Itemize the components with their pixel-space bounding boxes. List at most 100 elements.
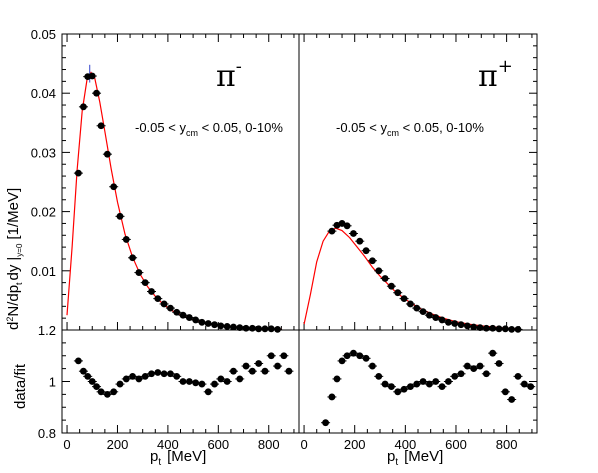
data-point bbox=[93, 383, 100, 391]
data-point bbox=[198, 380, 206, 388]
x-tick-label: 800 bbox=[496, 437, 518, 452]
data-point bbox=[135, 269, 143, 276]
x-tick-label: 600 bbox=[445, 437, 467, 452]
data-point bbox=[432, 378, 440, 385]
data-point bbox=[154, 369, 162, 376]
data-point bbox=[242, 362, 250, 370]
data-point bbox=[74, 169, 82, 177]
data-point bbox=[482, 370, 490, 378]
data-point bbox=[167, 370, 174, 378]
data-point bbox=[110, 183, 118, 191]
axis-ticks: 0 200 400 600 800 0 200 400 600 800 0.05 0.04 0.03 0.… bbox=[31, 27, 537, 452]
data-point bbox=[236, 375, 244, 383]
data-point bbox=[204, 320, 212, 327]
data-point bbox=[116, 380, 124, 388]
data-point bbox=[394, 388, 402, 396]
data-point bbox=[280, 352, 288, 360]
data-point bbox=[369, 362, 376, 370]
right-x-axis-title: pt [MeV] bbox=[387, 448, 443, 468]
data-point bbox=[322, 419, 329, 427]
data-point bbox=[375, 372, 383, 380]
data-point bbox=[444, 378, 452, 385]
data-point bbox=[204, 388, 212, 396]
data-point bbox=[129, 372, 136, 380]
data-point bbox=[419, 308, 427, 316]
data-point bbox=[267, 352, 275, 360]
data-point bbox=[489, 324, 497, 332]
data-point bbox=[463, 322, 471, 330]
x-tick-label: 0 bbox=[63, 437, 70, 452]
data-point bbox=[274, 362, 281, 370]
data-point bbox=[160, 300, 168, 308]
y-tick-label: 1.2 bbox=[38, 323, 56, 338]
data-point bbox=[356, 352, 364, 360]
data-point bbox=[444, 318, 452, 326]
data-point bbox=[173, 372, 181, 380]
data-point bbox=[110, 388, 118, 396]
data-point bbox=[179, 378, 187, 385]
data-point bbox=[350, 230, 357, 237]
pi-plus-cut-annotation: -0.05 < ycm < 0.05, 0-10% bbox=[336, 120, 484, 138]
data-point bbox=[135, 375, 143, 383]
x-tick-label: 200 bbox=[107, 437, 129, 452]
data-point bbox=[97, 388, 105, 396]
data-point bbox=[223, 378, 231, 385]
data-point bbox=[116, 212, 124, 220]
data-point bbox=[476, 324, 484, 332]
data-point bbox=[508, 326, 516, 333]
data-point bbox=[248, 324, 256, 332]
y-tick-label: 0.02 bbox=[31, 205, 56, 220]
data-point bbox=[192, 316, 200, 324]
data-point bbox=[88, 72, 96, 80]
data-point bbox=[438, 383, 446, 391]
x-tick-label: 400 bbox=[394, 437, 416, 452]
data-point bbox=[470, 323, 478, 331]
data-point bbox=[400, 385, 408, 393]
data-point bbox=[80, 367, 87, 375]
data-point bbox=[338, 220, 346, 227]
data-point bbox=[328, 393, 336, 401]
pi-plus-label: π+ bbox=[478, 56, 513, 94]
data-point bbox=[167, 304, 174, 312]
data-point bbox=[501, 325, 509, 333]
data-point bbox=[103, 150, 111, 158]
x-tick-label: 600 bbox=[207, 437, 229, 452]
data-point bbox=[255, 360, 263, 367]
data-point bbox=[333, 375, 341, 383]
data-point bbox=[495, 325, 503, 333]
data-point bbox=[141, 279, 149, 287]
x-tick-label: 800 bbox=[258, 437, 280, 452]
data-point bbox=[242, 324, 250, 332]
data-point bbox=[425, 311, 433, 319]
data-point bbox=[350, 349, 357, 357]
data-point bbox=[97, 122, 105, 130]
data-point bbox=[185, 378, 193, 385]
data-point bbox=[248, 367, 256, 375]
data-point bbox=[400, 295, 408, 303]
data-point bbox=[230, 323, 237, 331]
data-point bbox=[122, 236, 130, 243]
spectrum-y-axis-title: d2N/dptdy|y=0[1/MeV] bbox=[5, 188, 24, 330]
data-point bbox=[328, 227, 336, 235]
data-point bbox=[375, 267, 383, 275]
data-point bbox=[255, 325, 263, 333]
data-point bbox=[122, 375, 130, 383]
data-point bbox=[413, 304, 421, 312]
data-point bbox=[362, 247, 370, 255]
data-point bbox=[80, 103, 87, 111]
data-point bbox=[463, 362, 471, 370]
data-point bbox=[438, 316, 446, 324]
data-point bbox=[419, 378, 427, 385]
data-point bbox=[211, 380, 218, 388]
data-point bbox=[141, 372, 149, 380]
data-point bbox=[425, 380, 433, 388]
data-point bbox=[261, 325, 269, 333]
data-markers bbox=[73, 72, 536, 427]
data-point bbox=[495, 360, 503, 367]
ratio-y-axis-title: data/fit bbox=[12, 363, 29, 409]
data-point bbox=[185, 314, 193, 321]
data-point bbox=[261, 367, 269, 375]
data-point bbox=[514, 372, 522, 380]
y-tick-label: 0.03 bbox=[31, 145, 56, 160]
left-x-axis-title: pt [MeV] bbox=[150, 448, 206, 468]
